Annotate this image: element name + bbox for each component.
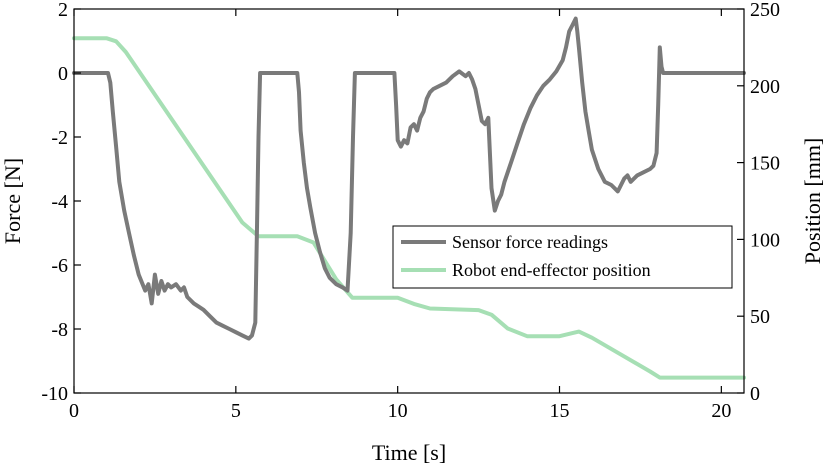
x-tick-label: 0 bbox=[69, 400, 79, 422]
y-right-tick-label: 200 bbox=[750, 76, 780, 98]
series-line-sensor-force bbox=[72, 16, 746, 341]
y-right-tick-label: 100 bbox=[750, 229, 780, 251]
y-left-tick-label: -10 bbox=[41, 383, 68, 405]
legend-label-sensor-force: Sensor force readings bbox=[452, 232, 608, 252]
y-left-tick-label: -2 bbox=[51, 127, 68, 149]
x-tick-label: 5 bbox=[231, 400, 241, 422]
y-right-tick-label: 0 bbox=[750, 383, 760, 405]
x-tick-label: 15 bbox=[550, 400, 570, 422]
series-line-robot-position bbox=[72, 36, 746, 380]
legend-box bbox=[392, 225, 733, 289]
y-left-tick-label: -6 bbox=[51, 255, 68, 277]
x-tick-label: 10 bbox=[388, 400, 408, 422]
y-left-tick-label: 2 bbox=[58, 0, 68, 21]
y-right-tick-label: 50 bbox=[750, 306, 770, 328]
y-left-tick-label: -8 bbox=[51, 319, 68, 341]
legend: Sensor force readings Robot end-effector… bbox=[392, 225, 733, 289]
plot-area-frame bbox=[73, 8, 745, 394]
x-axis-title: Time [s] bbox=[372, 440, 446, 465]
y-axis-right-title: Position [mm] bbox=[800, 138, 825, 265]
legend-label-robot-position: Robot end-effector position bbox=[452, 260, 651, 280]
y-right-tick-label: 250 bbox=[750, 0, 780, 21]
y-left-tick-label: -4 bbox=[51, 191, 68, 213]
y-left-tick-label: 0 bbox=[58, 63, 68, 85]
y-axis-left-title: Force [N] bbox=[0, 158, 25, 244]
x-tick-label: 20 bbox=[711, 400, 731, 422]
series-layer bbox=[72, 16, 746, 380]
y-right-tick-label: 150 bbox=[750, 153, 780, 175]
